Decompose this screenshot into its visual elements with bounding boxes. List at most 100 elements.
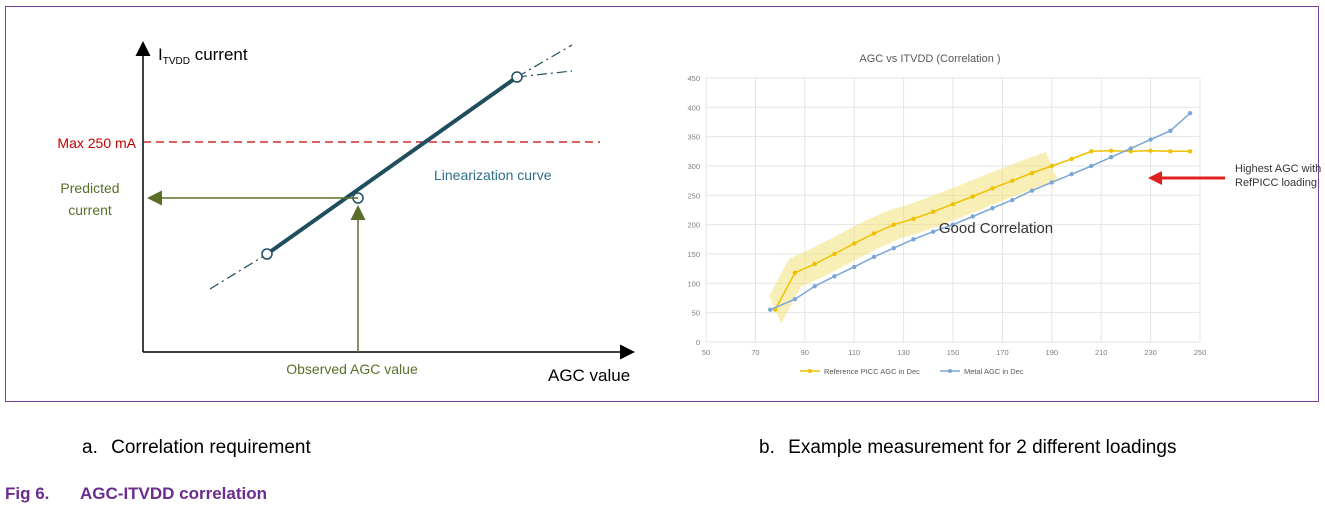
series-point-1 bbox=[1187, 111, 1193, 116]
x-tick-label: 110 bbox=[848, 348, 860, 357]
x-tick-label: 230 bbox=[1144, 348, 1157, 357]
y-tick-label: 400 bbox=[687, 103, 700, 112]
series-point-1 bbox=[911, 237, 916, 242]
correlation-band bbox=[769, 152, 1058, 324]
series-point-0 bbox=[1049, 163, 1055, 169]
y-tick-label: 50 bbox=[692, 309, 700, 318]
series-point-0 bbox=[871, 231, 877, 236]
series-point-0 bbox=[1108, 148, 1114, 153]
series-point-1 bbox=[1128, 146, 1134, 151]
series-point-0 bbox=[852, 241, 857, 246]
x-tick-label: 150 bbox=[947, 348, 960, 357]
curve-point-low bbox=[261, 248, 273, 260]
series-point-0 bbox=[1069, 156, 1074, 162]
caption-a: a. Correlation requirement bbox=[82, 437, 311, 459]
x-tick-label: 210 bbox=[1095, 348, 1108, 357]
y-tick-label: 100 bbox=[687, 279, 700, 288]
series-point-0 bbox=[990, 186, 995, 191]
series-point-0 bbox=[950, 201, 956, 207]
y-tick-label: 150 bbox=[687, 250, 700, 259]
series-point-1 bbox=[792, 296, 798, 302]
series-point-0 bbox=[1168, 149, 1173, 154]
figure-frame bbox=[5, 6, 1319, 402]
figure-number: Fig 6. bbox=[5, 484, 50, 503]
y-tick-label: 450 bbox=[687, 74, 700, 83]
x-axis-label: AGC value bbox=[548, 366, 630, 385]
series-point-0 bbox=[1148, 148, 1153, 153]
caption-b-text: Example measurement for 2 different load… bbox=[788, 437, 1177, 458]
x-tick-label: 90 bbox=[801, 348, 809, 357]
series-point-0 bbox=[1029, 170, 1035, 176]
caption-b: b. Example measurement for 2 different l… bbox=[759, 437, 1176, 459]
series-point-1 bbox=[1029, 188, 1035, 193]
series-point-1 bbox=[1089, 163, 1094, 169]
series-point-0 bbox=[1010, 178, 1015, 183]
highest-agc-arrowhead bbox=[1148, 171, 1162, 185]
legend-ref-label: Reference PICC AGC in Dec bbox=[824, 367, 920, 376]
curve-extension-lower bbox=[209, 253, 268, 290]
series-point-0 bbox=[1089, 149, 1094, 154]
series-point-1 bbox=[1069, 172, 1074, 177]
predicted-label-2: current bbox=[68, 202, 112, 218]
series-point-1 bbox=[1010, 197, 1015, 203]
x-tick-label: 250 bbox=[1194, 348, 1207, 357]
series-point-1 bbox=[931, 229, 936, 234]
max-current-label: Max 250 mA bbox=[57, 135, 136, 151]
y-tick-label: 0 bbox=[696, 338, 700, 347]
legend-ref-marker bbox=[808, 369, 812, 373]
highest-agc-label-2: RefPICC loading bbox=[1235, 177, 1317, 189]
series-point-0 bbox=[911, 216, 916, 221]
agc-itvdd-chart: AGC vs ITVDD (Correlation ) 050100150200… bbox=[687, 53, 1321, 376]
observed-label: Observed AGC value bbox=[286, 361, 418, 377]
series-point-1 bbox=[1168, 128, 1173, 133]
series-point-1 bbox=[768, 307, 773, 312]
predicted-label-1: Predicted bbox=[60, 180, 119, 196]
series-line-1 bbox=[769, 112, 1191, 311]
series-point-1 bbox=[852, 264, 857, 270]
series-point-1 bbox=[1108, 155, 1114, 160]
caption-a-marker: a. bbox=[82, 437, 98, 458]
curve-extension-upper bbox=[516, 70, 573, 78]
series-point-1 bbox=[990, 206, 995, 211]
legend-metal-marker bbox=[948, 369, 952, 373]
figure-title: AGC-ITVDD correlation bbox=[80, 484, 268, 503]
series-point-0 bbox=[792, 270, 798, 275]
y-tick-label: 350 bbox=[687, 133, 700, 142]
series-point-0 bbox=[832, 251, 837, 257]
y-axis-label: ITVDD current bbox=[158, 45, 248, 67]
series-point-1 bbox=[1049, 180, 1055, 185]
series-point-1 bbox=[832, 274, 837, 279]
series-point-0 bbox=[891, 222, 896, 227]
series-point-0 bbox=[931, 209, 936, 214]
series-point-1 bbox=[1148, 137, 1153, 142]
x-tick-label: 130 bbox=[897, 348, 910, 357]
x-tick-label: 190 bbox=[1046, 348, 1059, 357]
correlation-diagram: ITVDD current AGC value Max 250 mA Linea… bbox=[57, 41, 635, 385]
series-point-0 bbox=[812, 261, 817, 267]
highest-agc-label-1: Highest AGC with bbox=[1235, 163, 1321, 175]
legend-metal-label: Metal AGC in Dec bbox=[964, 367, 1024, 376]
series-point-1 bbox=[871, 254, 877, 260]
series-point-1 bbox=[950, 222, 956, 227]
y-tick-label: 200 bbox=[687, 221, 700, 230]
series-point-1 bbox=[812, 284, 817, 289]
series-point-0 bbox=[1187, 149, 1193, 154]
caption-b-marker: b. bbox=[759, 437, 775, 458]
chart-legend: Reference PICC AGC in Dec Metal AGC in D… bbox=[800, 367, 1024, 376]
linearization-curve bbox=[265, 75, 519, 256]
caption-a-text: Correlation requirement bbox=[111, 437, 311, 458]
figure-caption: Fig 6. AGC-ITVDD correlation bbox=[5, 484, 267, 504]
x-tick-label: 170 bbox=[996, 348, 1009, 357]
y-tick-label: 250 bbox=[687, 191, 700, 200]
y-tick-label: 300 bbox=[687, 162, 700, 171]
series-point-0 bbox=[970, 194, 975, 199]
series-line-0 bbox=[774, 149, 1191, 311]
x-tick-label: 50 bbox=[702, 348, 710, 357]
x-tick-label: 70 bbox=[751, 348, 759, 357]
curve-label: Linearization curve bbox=[434, 167, 552, 183]
good-correlation-label: Good Correlation bbox=[939, 220, 1053, 237]
chart-title: AGC vs ITVDD (Correlation ) bbox=[859, 53, 1000, 65]
series-point-1 bbox=[970, 214, 975, 219]
curve-point-high bbox=[511, 71, 523, 83]
series-point-1 bbox=[891, 245, 896, 251]
